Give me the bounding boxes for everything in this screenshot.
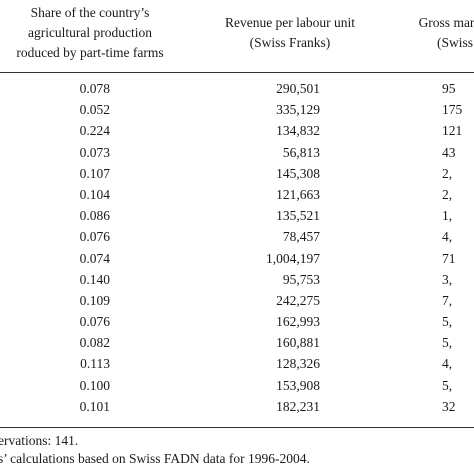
share-cell: 0.101 <box>79 398 110 414</box>
header-margin-line-2: (Swiss <box>436 35 473 50</box>
share-cell: 0.100 <box>79 377 110 393</box>
header-revenue-line-2: (Swiss Franks) <box>249 35 331 50</box>
share-cell: 0.076 <box>79 229 110 245</box>
table-row: 0.076 78,457 4, <box>0 226 474 247</box>
header-revenue-per-labour-unit: Revenue per labour unit (Swiss Franks) <box>200 13 380 53</box>
share-cell: 0.109 <box>79 292 110 308</box>
margin-cell: 5, <box>442 377 453 393</box>
table-row: 0.052 335,129 175 <box>0 99 474 120</box>
table-row: 0.078 290,501 95 <box>0 78 474 99</box>
table-row: 0.140 95,753 3, <box>0 269 474 290</box>
header-margin-line-1: Gross margin <box>418 15 474 30</box>
margin-cell: 2, <box>442 165 453 181</box>
revenue-cell: 162,993 <box>276 314 320 330</box>
table-row: 0.082 160,881 5, <box>0 332 474 353</box>
table-row: 0.109 242,275 7, <box>0 290 474 311</box>
revenue-cell: 135,521 <box>276 208 320 224</box>
margin-cell: 5, <box>442 314 453 330</box>
margin-cell: 32 <box>442 398 456 414</box>
revenue-cell: 56,813 <box>282 144 320 160</box>
share-cell: 0.073 <box>79 144 110 160</box>
revenue-cell: 121,663 <box>276 186 320 202</box>
share-cell: 0.082 <box>79 335 110 351</box>
revenue-cell: 78,457 <box>282 229 320 245</box>
margin-cell: 3, <box>442 271 453 287</box>
revenue-cell: 290,501 <box>276 81 320 96</box>
margin-cell: 4, <box>442 229 453 245</box>
margin-cell: 175 <box>442 102 463 118</box>
share-cell: 0.113 <box>80 356 110 372</box>
revenue-cell: 335,129 <box>276 102 320 118</box>
revenue-cell: 160,881 <box>276 335 320 351</box>
margin-cell: 7, <box>442 292 453 308</box>
revenue-cell: 145,308 <box>276 165 320 181</box>
share-cell: 0.086 <box>79 208 110 224</box>
revenue-cell: 128,326 <box>276 356 320 372</box>
table-row: 0.113 128,326 4, <box>0 353 474 374</box>
share-cell: 0.224 <box>79 123 110 139</box>
observations-note: ervations: 141. <box>0 433 79 448</box>
header-share-line-2: agricultural production <box>27 25 153 40</box>
table-row: 0.107 145,308 2, <box>0 163 474 184</box>
revenue-cell: 242,275 <box>276 292 320 308</box>
table-row: 0.086 135,521 1, <box>0 205 474 226</box>
header-share-line-3: roduced by part-time farms <box>16 45 164 60</box>
margin-cell: 71 <box>442 250 456 266</box>
table-row: 0.224 134,832 121 <box>0 120 474 141</box>
revenue-cell: 153,908 <box>276 377 320 393</box>
share-cell: 0.076 <box>79 314 110 330</box>
revenue-cell: 95,753 <box>282 271 320 287</box>
share-cell: 0.140 <box>79 271 110 287</box>
margin-cell: 4, <box>442 356 453 372</box>
margin-cell: 121 <box>442 123 463 139</box>
margin-cell: 43 <box>442 144 456 160</box>
share-cell: 0.078 <box>79 81 110 96</box>
table-row: 0.074 1,004,197 71 <box>0 248 474 269</box>
header-share-of-production: Share of the country’s agricultural prod… <box>0 3 190 63</box>
table-row: 0.104 121,663 2, <box>0 184 474 205</box>
header-gross-margin: Gross margin (Swiss <box>380 13 474 53</box>
margin-cell: 1, <box>442 208 453 224</box>
margin-cell: 95 <box>442 81 456 96</box>
table-row: 0.076 162,993 5, <box>0 311 474 332</box>
revenue-cell: 134,832 <box>276 123 320 139</box>
table-body: 0.078 290,501 95 0.052 335,129 175 0.224 134,… <box>0 78 474 417</box>
share-cell: 0.074 <box>79 250 110 266</box>
margin-cell: 2, <box>442 186 453 202</box>
revenue-cell: 1,004,197 <box>266 250 320 266</box>
source-note: s’ calculations based on Swiss FADN data… <box>0 451 310 466</box>
share-cell: 0.052 <box>79 102 110 118</box>
table-row: 0.073 56,813 43 <box>0 142 474 163</box>
table-bottom-rule <box>0 427 474 428</box>
share-cell: 0.104 <box>79 186 110 202</box>
share-cell: 0.107 <box>79 165 110 181</box>
margin-cell: 5, <box>442 335 453 351</box>
header-divider <box>0 72 474 73</box>
table-row: 0.100 153,908 5, <box>0 375 474 396</box>
header-revenue-line-1: Revenue per labour unit <box>224 15 356 30</box>
header-share-line-1: Share of the country’s <box>30 5 150 20</box>
revenue-cell: 182,231 <box>276 398 320 414</box>
table-row: 0.101 182,231 32 <box>0 396 474 417</box>
